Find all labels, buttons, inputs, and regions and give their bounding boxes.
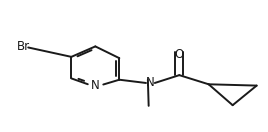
Text: N: N: [146, 76, 154, 89]
Text: Br: Br: [17, 40, 30, 53]
Text: O: O: [175, 48, 184, 61]
Text: N: N: [91, 79, 100, 92]
